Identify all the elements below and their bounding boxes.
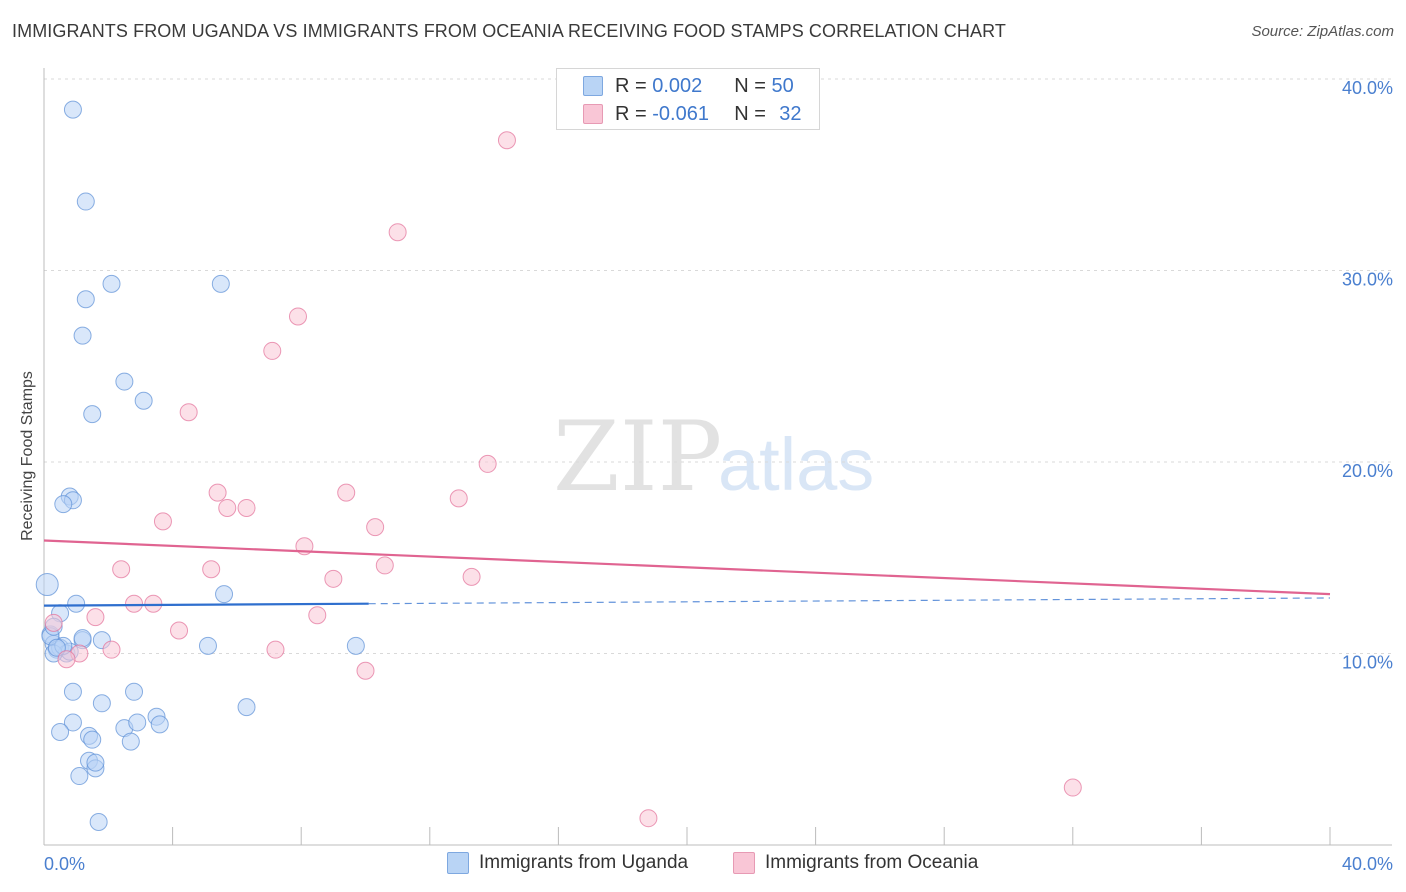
- oceania-point: [266, 640, 285, 659]
- uganda-point: [67, 594, 86, 613]
- oceania-trend-line: [43, 539, 1331, 596]
- oceania-point: [449, 489, 468, 508]
- stats-row-oceania: R = -0.061 N = 32: [557, 102, 802, 126]
- oceania-point: [202, 560, 221, 579]
- r-value: -0.061: [652, 102, 709, 125]
- uganda-point: [83, 405, 102, 424]
- oceania-point: [356, 661, 375, 680]
- oceania-point: [288, 307, 307, 326]
- oceania-point: [125, 594, 144, 613]
- uganda-point: [125, 682, 144, 701]
- uganda-point: [102, 274, 121, 293]
- oceania-point: [639, 809, 658, 828]
- oceania-point: [153, 512, 172, 531]
- stats-box: R = 0.002 N = 50 R = -0.061 N = 32: [556, 68, 820, 130]
- uganda-point: [35, 573, 59, 597]
- oceania-point: [86, 608, 105, 627]
- x-tick-label-min: 0.0%: [44, 854, 85, 874]
- oceania-point: [324, 569, 343, 588]
- y-tick-label: 20.0%: [1342, 461, 1393, 481]
- r-value: 0.002: [652, 74, 703, 97]
- legend-label-oceania: Immigrants from Oceania: [765, 852, 979, 873]
- oceania-swatch: [583, 104, 603, 124]
- uganda-point: [211, 274, 230, 293]
- uganda-point: [83, 730, 102, 749]
- uganda-point: [70, 767, 89, 786]
- uganda-point: [215, 585, 234, 604]
- uganda-point: [76, 192, 95, 211]
- oceania-point: [218, 498, 237, 517]
- uganda-point: [150, 715, 169, 734]
- uganda-point: [121, 732, 140, 751]
- oceania-point: [1063, 778, 1082, 797]
- uganda-point: [128, 713, 147, 732]
- oceania-point: [144, 594, 163, 613]
- uganda-point: [47, 638, 66, 657]
- oceania-point: [112, 560, 131, 579]
- uganda-point: [63, 682, 82, 701]
- oceania-point: [263, 341, 282, 360]
- uganda-point: [115, 372, 134, 391]
- uganda-point: [237, 698, 256, 717]
- oceania-point: [237, 498, 256, 517]
- uganda-point: [63, 713, 82, 732]
- oceania-point: [44, 613, 63, 632]
- oceania-point: [478, 454, 497, 473]
- uganda-point: [198, 636, 217, 655]
- oceania-point: [308, 606, 327, 625]
- legend-label-uganda: Immigrants from Uganda: [479, 852, 689, 873]
- y-tick-label: 40.0%: [1342, 78, 1393, 98]
- uganda-point: [51, 723, 70, 742]
- n-value: 32: [779, 102, 802, 125]
- oceania-point: [170, 621, 189, 640]
- uganda-point: [76, 290, 95, 309]
- chart-title: IMMIGRANTS FROM UGANDA VS IMMIGRANTS FRO…: [12, 21, 1006, 41]
- watermark-atlas: atlas: [718, 423, 874, 506]
- oceania-point: [366, 518, 385, 537]
- n-label: N =: [734, 102, 766, 125]
- uganda-trend-extension: [368, 597, 1331, 605]
- legend-item-uganda[interactable]: Immigrants from Uganda: [447, 852, 688, 874]
- uganda-point: [54, 495, 73, 514]
- r-label: R =: [615, 74, 647, 97]
- uganda-point: [73, 629, 92, 648]
- y-tick-label: 30.0%: [1342, 270, 1393, 290]
- uganda-point: [134, 391, 153, 410]
- uganda-point: [346, 636, 365, 655]
- oceania-point: [337, 483, 356, 502]
- watermark-zip: ZIP: [553, 401, 722, 513]
- n-value: 50: [771, 74, 794, 97]
- y-tick-label: 10.0%: [1342, 653, 1393, 673]
- oceania-point: [497, 131, 516, 150]
- legend-item-oceania[interactable]: Immigrants from Oceania: [733, 852, 978, 874]
- uganda-point: [86, 753, 105, 772]
- oceania-point: [462, 567, 481, 586]
- oceania-point: [375, 556, 394, 575]
- uganda-point: [63, 100, 82, 119]
- oceania-point: [57, 650, 76, 669]
- oceania-point: [179, 403, 198, 422]
- source-label: Source: ZipAtlas.com: [1251, 23, 1394, 40]
- uganda-point: [73, 326, 92, 345]
- uganda-point: [92, 694, 111, 713]
- legend-swatch-uganda: [447, 852, 469, 874]
- oceania-point: [388, 223, 407, 242]
- stats-row-uganda: R = 0.002 N = 50: [557, 74, 794, 98]
- legend-swatch-oceania: [733, 852, 755, 874]
- r-label: R =: [615, 102, 647, 125]
- oceania-point: [208, 483, 227, 502]
- uganda-swatch: [583, 76, 603, 96]
- oceania-point: [102, 640, 121, 659]
- n-label: N =: [734, 74, 766, 97]
- uganda-point: [89, 813, 108, 832]
- uganda-trend-line: [43, 602, 369, 607]
- x-tick-label-max: 40.0%: [1342, 854, 1393, 874]
